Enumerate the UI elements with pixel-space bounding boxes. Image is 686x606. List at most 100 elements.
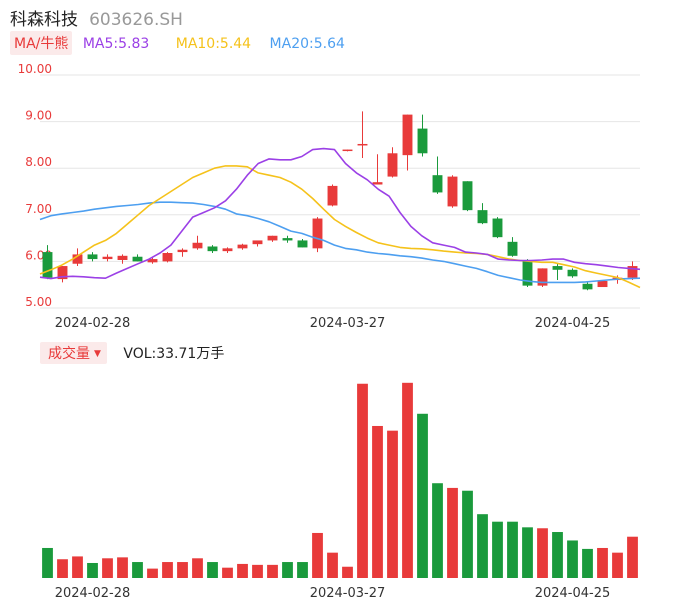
volume-bar [447,487,458,578]
candle-body [72,254,83,264]
volume-bar [462,490,473,578]
volume-bar [357,383,368,578]
indicator-selector-button[interactable]: MA/牛熊 [10,31,73,55]
volume-bar [132,562,143,578]
chevron-down-icon: ▼ [94,349,101,359]
candle-body [312,218,323,249]
candle-body [222,248,233,252]
stock-name: 科森科技 [10,10,78,30]
volume-selector-button[interactable]: 成交量 ▼ [40,342,107,364]
y-tick-label: 5.00 [25,295,52,309]
ma20-label: MA20:5.64 [269,36,345,52]
candle-body [342,149,353,152]
candle-body [147,259,158,263]
volume-bar [327,552,338,578]
candle-body [492,218,503,238]
candle-body [402,114,413,156]
y-tick-label: 8.00 [25,155,52,169]
candle-body [102,256,113,260]
volume-selector-label: 成交量 [48,346,90,362]
candle-body [387,153,398,177]
candle-body [537,268,548,286]
volume-bar [87,562,98,578]
candle-body [462,181,473,211]
candle-body [192,242,203,249]
volume-bar [507,521,518,578]
volume-bar [252,564,263,578]
volume-bar [282,562,293,578]
volume-bar [312,532,323,578]
candle-body [87,254,98,260]
y-tick-label: 7.00 [25,202,52,216]
volume-bar [402,382,413,578]
ma5-line [39,147,641,280]
ma-legend: MA/牛熊 MA5:5.83 MA10:5.44 MA20:5.64 [10,31,345,55]
candle-body [567,269,578,277]
candle-body [597,280,608,288]
candle-body [417,128,428,154]
candle-body [357,143,368,146]
candle-body [297,240,308,248]
candle-body [162,253,173,262]
volume-bar [492,521,503,578]
volume-bar [552,532,563,578]
candle-body [507,241,518,256]
volume-bar [267,564,278,578]
volume-bar [432,483,443,578]
volume-bar [147,568,158,578]
volume-bar [237,563,248,578]
volume-bar [117,557,128,578]
volume-bar [627,536,638,578]
volume-bar [177,562,188,578]
volume-bar [42,547,53,578]
volume-bar [222,567,233,578]
volume-bar [207,562,218,578]
volume-bar [387,430,398,578]
candle-body [447,176,458,207]
stock-code: 603626.SH [89,10,183,30]
volume-bar [297,562,308,578]
stock-title: 科森科技 603626.SH [10,5,183,30]
candle-body [477,210,488,224]
volume-value: VOL:33.71万手 [123,346,225,362]
volume-bar [597,547,608,578]
candle-body [282,238,293,241]
candle-body [327,185,338,206]
volume-bar [372,425,383,578]
ma5-label: MA5:5.83 [82,36,150,52]
x-tick-label: 2024-02-28 [55,316,131,331]
volume-bar [162,562,173,578]
candle-body [627,266,638,278]
candle-body [117,255,128,261]
candle-body [42,252,53,278]
volume-bar [522,527,533,578]
y-tick-label: 9.00 [25,109,52,123]
candle-body [432,175,443,193]
volume-bar [612,552,623,578]
candle-body [582,283,593,290]
x-tick-label: 2024-04-25 [535,586,611,601]
volume-bar [567,540,578,578]
candle-body [372,182,383,185]
x-tick-label: 2024-04-25 [535,316,611,331]
volume-bar [102,558,113,578]
candle-body [552,266,563,270]
volume-bar [72,556,83,578]
candle-body [522,261,533,286]
candle-body [57,266,68,280]
volume-bar [57,559,68,578]
volume-bar [417,413,428,578]
candle-body [252,240,263,245]
ma10-label: MA10:5.44 [175,36,252,52]
ma20-line [39,201,641,284]
volume-bar [477,514,488,578]
candle-body [177,249,188,253]
volume-bar [537,528,548,578]
volume-bar [342,566,353,578]
x-tick-label: 2024-03-27 [310,316,386,331]
ma10-line [39,165,641,289]
volume-bar [192,558,203,578]
volume-bar [582,548,593,578]
candle-body [132,256,143,262]
